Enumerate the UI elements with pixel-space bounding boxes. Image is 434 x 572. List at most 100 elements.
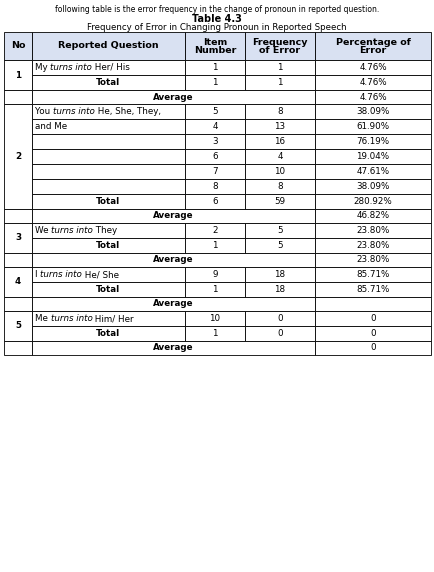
Text: 4: 4 (276, 152, 282, 161)
Text: Average: Average (153, 300, 193, 308)
Bar (314, 297, 430, 311)
Text: 23.80%: 23.80% (355, 241, 389, 250)
Bar (314, 238, 430, 253)
Text: turns into: turns into (50, 63, 92, 72)
Bar (32, 90, 314, 104)
Bar (32, 282, 184, 297)
Bar (32, 341, 314, 355)
Text: 61.90%: 61.90% (355, 122, 389, 131)
Bar (314, 223, 430, 238)
Text: 1: 1 (212, 329, 217, 338)
Bar (4, 104, 32, 209)
Bar (314, 75, 430, 90)
Bar (32, 164, 184, 179)
Bar (314, 311, 430, 326)
Bar (244, 75, 314, 90)
Bar (184, 104, 244, 119)
Text: 16: 16 (274, 137, 285, 146)
Text: He, She, They,: He, She, They, (95, 107, 161, 116)
Text: We: We (35, 226, 51, 235)
Bar (4, 209, 32, 223)
Bar (4, 60, 32, 90)
Text: 0: 0 (276, 314, 282, 323)
Text: My: My (35, 63, 50, 72)
Bar (32, 311, 184, 326)
Text: turns into: turns into (40, 270, 82, 279)
Text: Total: Total (96, 285, 120, 294)
Text: Average: Average (153, 344, 193, 352)
Text: 4.76%: 4.76% (358, 93, 386, 101)
Bar (4, 341, 32, 355)
Text: 4.76%: 4.76% (358, 63, 386, 72)
Text: 85.71%: 85.71% (355, 285, 389, 294)
Text: Total: Total (96, 329, 120, 338)
Text: 1: 1 (276, 63, 282, 72)
Text: 1: 1 (276, 78, 282, 87)
Bar (244, 282, 314, 297)
Text: 38.09%: 38.09% (355, 182, 389, 191)
Bar (314, 119, 430, 134)
Text: 59: 59 (274, 197, 285, 206)
Bar (244, 311, 314, 326)
Bar (314, 282, 430, 297)
Text: Average: Average (153, 256, 193, 264)
Bar (184, 238, 244, 253)
Bar (32, 267, 184, 282)
Text: 5: 5 (15, 321, 21, 331)
Bar (314, 194, 430, 209)
Bar (244, 194, 314, 209)
Text: 8: 8 (276, 107, 282, 116)
Bar (32, 297, 314, 311)
Text: 47.61%: 47.61% (355, 167, 389, 176)
Text: 9: 9 (212, 270, 217, 279)
Text: Percentage of: Percentage of (335, 38, 410, 47)
Text: following table is the error frequency in the change of pronoun in reported ques: following table is the error frequency i… (55, 5, 378, 14)
Text: 6: 6 (212, 152, 217, 161)
Bar (32, 238, 184, 253)
Bar (244, 104, 314, 119)
Bar (4, 297, 32, 311)
Bar (184, 75, 244, 90)
Bar (32, 209, 314, 223)
Text: SYARIF HIDAYATULLAH JAKARTA: SYARIF HIDAYATULLAH JAKARTA (112, 187, 321, 200)
Bar (184, 194, 244, 209)
Bar (32, 253, 314, 267)
Text: He/ She: He/ She (82, 270, 119, 279)
Text: 5: 5 (276, 241, 282, 250)
Bar (244, 32, 314, 60)
Text: 23.80%: 23.80% (355, 226, 389, 235)
Bar (32, 75, 184, 90)
Bar (314, 253, 430, 267)
Text: 1: 1 (212, 285, 217, 294)
Bar (32, 32, 184, 60)
Text: Total: Total (96, 241, 120, 250)
Bar (244, 223, 314, 238)
Bar (244, 149, 314, 164)
Bar (244, 164, 314, 179)
Bar (314, 179, 430, 194)
Text: and Me: and Me (35, 122, 67, 131)
Bar (32, 60, 184, 75)
Text: Total: Total (96, 78, 120, 87)
Text: 4.76%: 4.76% (358, 78, 386, 87)
Bar (32, 194, 184, 209)
Text: 46.82%: 46.82% (355, 212, 389, 220)
Bar (244, 238, 314, 253)
Bar (32, 179, 184, 194)
Bar (32, 104, 184, 119)
Text: Reported Question: Reported Question (58, 42, 158, 50)
Bar (4, 267, 32, 297)
Text: Item: Item (202, 38, 227, 47)
Text: turns into: turns into (51, 226, 93, 235)
Bar (184, 326, 244, 341)
Bar (32, 119, 184, 134)
Bar (314, 326, 430, 341)
Text: 3: 3 (15, 233, 21, 243)
Bar (4, 311, 32, 341)
Text: 1: 1 (15, 70, 21, 80)
Bar (314, 134, 430, 149)
Bar (314, 209, 430, 223)
Bar (32, 223, 184, 238)
Text: 76.19%: 76.19% (355, 137, 389, 146)
Bar (314, 104, 430, 119)
